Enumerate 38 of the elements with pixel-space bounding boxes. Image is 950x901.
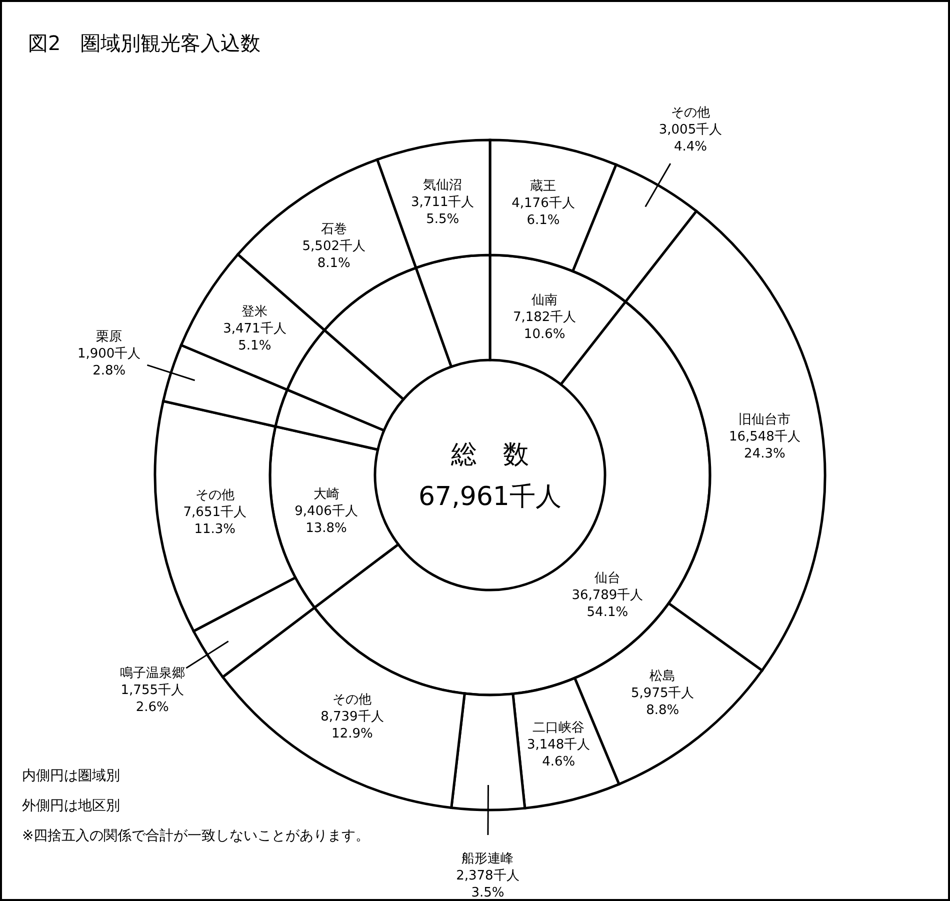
data-label: 5,502千人 8.1%: [302, 239, 366, 272]
data-label: 3,711千人 5.5%: [411, 195, 474, 228]
data-label: 3,148千人 4.6%: [526, 737, 590, 770]
data-label: 7,651千人 11.3%: [183, 504, 246, 537]
text: 67,961千人: [418, 482, 562, 512]
slice-label: 旧仙台市: [738, 412, 791, 428]
data-label: 3,471千人 5.1%: [223, 321, 286, 354]
slice-label: 松島: [650, 668, 676, 684]
slice-label: 栗原: [96, 329, 122, 344]
slice-label: 仙台: [594, 570, 620, 586]
text: 総 数: [450, 440, 529, 470]
data-label: 2,378千人 3.5%: [456, 868, 520, 901]
slice-label: その他: [670, 105, 710, 120]
slice-label: 石巻: [320, 222, 347, 238]
slice-label: 蔵王: [530, 179, 556, 194]
slice-label: 二口峡谷: [532, 720, 585, 736]
data-label: 3,005千人 4.4%: [658, 122, 722, 154]
slice-label: 大崎: [313, 486, 340, 502]
data-label: 4,176千人 6.1%: [512, 196, 575, 228]
slice-label: 気仙沼: [423, 178, 462, 194]
data-label: 9,406千人 13.8%: [294, 504, 358, 536]
slice-label: その他: [195, 488, 234, 503]
data-label: 36,789千人 54.1%: [572, 588, 644, 620]
text: ※四捨五入の関係で合計が一致しないことがあります。: [22, 828, 370, 844]
slice-label: その他: [332, 692, 372, 708]
slice-label: 仙南: [532, 293, 558, 308]
slice-label: 鳴子温泉郷: [120, 666, 185, 682]
slice-label: 船形連峰: [462, 852, 514, 867]
text: 内側円は圏域別: [22, 768, 120, 784]
text: 外側円は地区別: [22, 798, 120, 814]
data-label: 5,975千人 8.8%: [631, 686, 694, 718]
slice-label: 登米: [242, 304, 268, 320]
data-label: 8,739千人 12.9%: [320, 709, 384, 742]
data-label: 16,548千人 24.3%: [728, 429, 800, 462]
data-label: 7,182千人 10.6%: [512, 310, 576, 342]
data-label: 1,755千人 2.6%: [120, 683, 184, 716]
chart-title: 図2 圏域別観光客入込数: [28, 31, 261, 55]
data-label: 1,900千人 2.8%: [77, 346, 141, 378]
